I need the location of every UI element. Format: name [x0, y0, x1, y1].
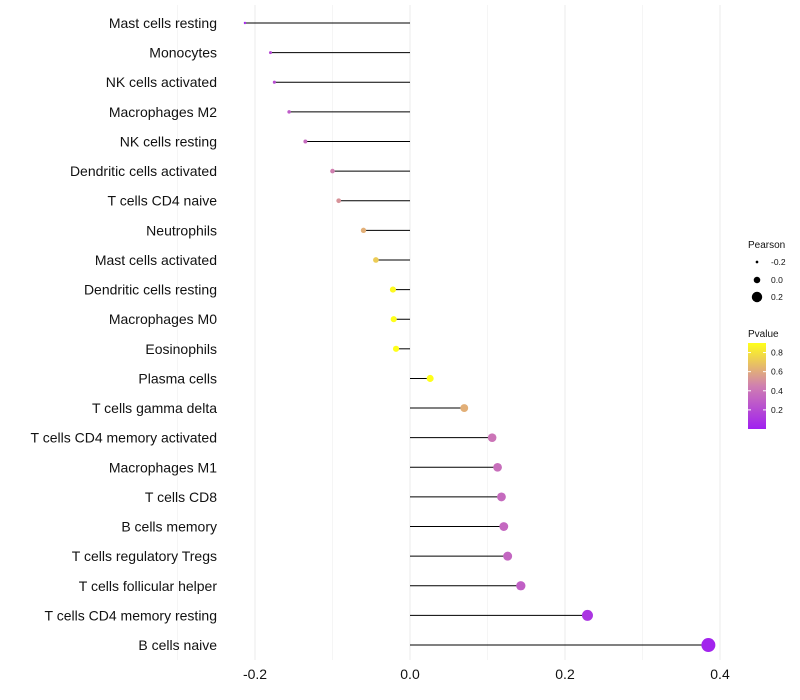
lollipop-point	[303, 139, 308, 144]
pvalue-legend-label: 0.8	[771, 348, 783, 358]
lollipop-point	[373, 257, 379, 263]
lollipop-point	[581, 609, 593, 621]
category-label: Neutrophils	[146, 222, 217, 238]
lollipop-point	[360, 227, 367, 234]
lollipop-point	[460, 404, 469, 412]
category-label: Mast cells resting	[109, 15, 217, 31]
pvalue-color-legend: Pvalue 0.8 0.6 0.4 0.2	[748, 329, 783, 429]
category-label: Dendritic cells activated	[70, 163, 217, 179]
lollipop-point	[503, 551, 513, 561]
category-label: NK cells activated	[106, 74, 217, 90]
lollipop-point	[392, 345, 400, 352]
pearson-legend-dot	[755, 260, 759, 264]
pvalue-legend-label: 0.4	[771, 386, 783, 396]
pearson-legend-label: 0.0	[771, 275, 783, 285]
lollipop-point	[268, 51, 273, 55]
category-label: B cells naive	[138, 637, 217, 653]
category-label: T cells CD4 naive	[108, 193, 218, 209]
category-labels: Mast cells resting Monocytes NK cells acti…	[31, 15, 218, 653]
pvalue-legend-label: 0.6	[771, 367, 783, 377]
x-axis-ticks: -0.2 0.0 0.2 0.4	[243, 666, 730, 682]
lollipop-point	[499, 522, 509, 531]
category-label: Macrophages M2	[109, 104, 217, 120]
category-label: Mast cells activated	[95, 252, 217, 268]
category-label: T cells CD4 memory resting	[45, 607, 217, 623]
lollipop-point	[389, 286, 397, 293]
lollipop-points	[243, 21, 716, 653]
category-label: T cells CD8	[145, 489, 217, 505]
lollipop-point	[330, 168, 335, 174]
category-label: B cells memory	[121, 519, 217, 535]
lollipop-point	[487, 433, 497, 442]
category-label: T cells gamma delta	[92, 400, 217, 416]
lollipop-point	[287, 110, 291, 114]
x-tick-label: 0.2	[555, 666, 575, 682]
category-label: Macrophages M0	[109, 311, 217, 327]
lollipop-point	[426, 374, 434, 382]
lollipop-point	[390, 316, 397, 323]
category-label: Macrophages M1	[109, 459, 217, 475]
pvalue-legend-label: 0.2	[771, 405, 783, 415]
pearson-legend-dot	[753, 276, 761, 284]
x-tick-label: -0.2	[243, 666, 267, 682]
pearson-legend-label: 0.2	[771, 292, 783, 302]
lollipop-point	[701, 638, 716, 653]
lollipop-stems	[244, 22, 709, 646]
pearson-size-legend: Pearson -0.2 0.0 0.2	[748, 240, 786, 303]
pearson-legend-label: -0.2	[771, 257, 786, 267]
category-label: T cells CD4 memory activated	[31, 430, 217, 446]
lollipop-point	[493, 462, 502, 472]
lollipop-point	[497, 492, 506, 502]
category-label: Dendritic cells resting	[84, 282, 217, 298]
x-tick-label: 0.4	[710, 666, 730, 682]
category-label: T cells follicular helper	[79, 578, 218, 594]
category-label: NK cells resting	[120, 133, 217, 149]
lollipop-point	[243, 21, 247, 25]
category-label: Monocytes	[149, 45, 217, 61]
grid-lines	[177, 5, 721, 660]
lollipop-point	[336, 198, 342, 204]
pearson-legend-title: Pearson	[748, 240, 785, 251]
x-tick-label: 0.0	[400, 666, 420, 682]
pearson-legend-dot	[751, 291, 763, 303]
pvalue-legend-title: Pvalue	[748, 329, 779, 340]
category-label: Eosinophils	[145, 341, 217, 357]
lollipop-point	[272, 80, 276, 84]
category-label: T cells regulatory Tregs	[72, 548, 217, 564]
category-label: Plasma cells	[138, 370, 217, 386]
pvalue-colorbar	[748, 343, 766, 429]
lollipop-point	[516, 581, 526, 591]
